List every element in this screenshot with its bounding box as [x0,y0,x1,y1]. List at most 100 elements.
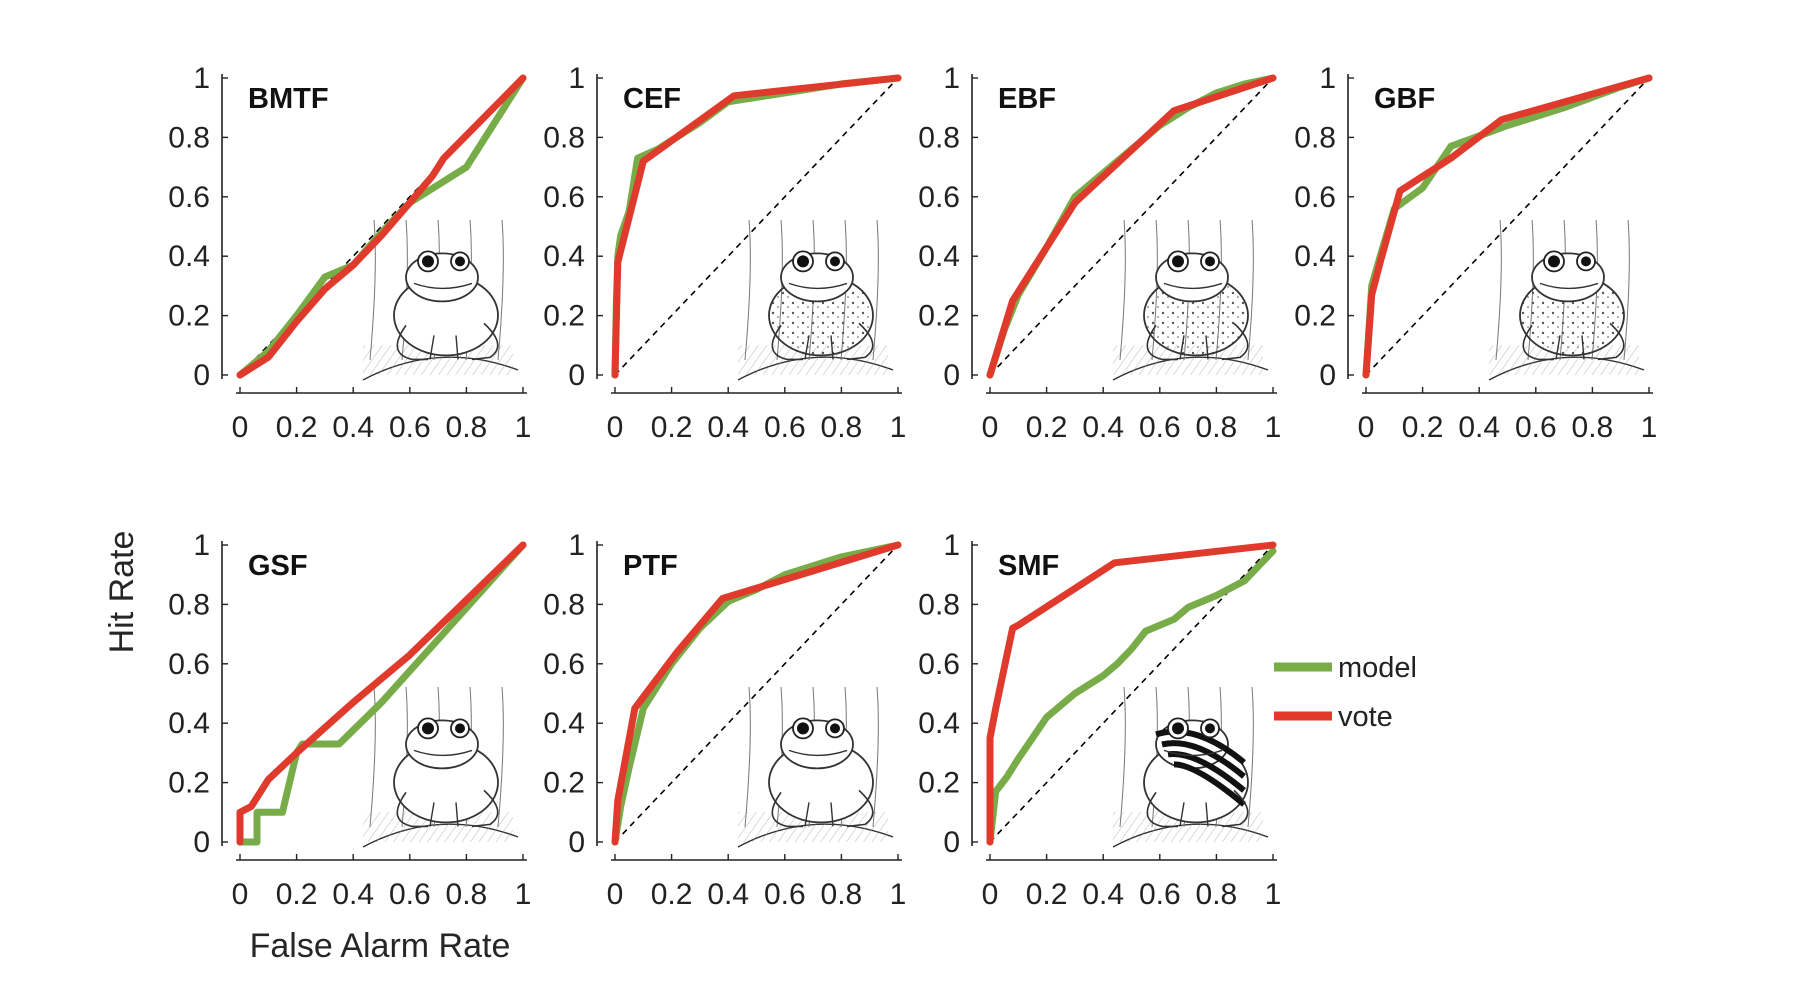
legend: model vote [1274,652,1417,733]
x-tick-label: 0.8 [821,411,863,444]
frog-illustration [1112,219,1269,381]
panel-title: SMF [998,550,1059,582]
panel-title: GSF [248,550,308,582]
chance-diagonal [989,544,1274,843]
chance-diagonal [1365,77,1650,376]
x-tick-label: 0.2 [276,411,318,444]
y-tick-label: 0.8 [918,588,960,621]
y-tick-label: 0.4 [168,240,210,273]
y-tick-label: 1 [193,529,210,562]
x-tick-label: 0.8 [821,878,863,911]
panel-title: EBF [998,83,1056,115]
x-tick-label: 0.2 [1026,878,1068,911]
y-tick-label: 0.4 [543,240,585,273]
series-line-vote [236,74,527,379]
x-tick-label: 0.2 [276,878,318,911]
roc-panel-gbf: 0 0.2 0.4 0.6 0.8 1 0 0.2 0.4 0.6 0.8 1 GBF [1294,62,1657,444]
y-tick-label: 0.6 [543,181,585,214]
y-tick-label: 1 [1319,62,1336,95]
series-line-vote [1362,74,1653,379]
y-tick-label: 0.4 [543,707,585,740]
y-tick-label: 0.4 [1294,240,1336,273]
x-tick-label: 0 [1358,411,1375,444]
x-tick-label: 0.8 [446,411,488,444]
series-line-model [986,547,1277,846]
y-tick-label: 0.8 [543,588,585,621]
frog-illustration [737,219,894,381]
y-tick-label: 0 [1319,359,1336,392]
y-tick-label: 1 [568,529,585,562]
x-tick-label: 0.4 [1082,878,1124,911]
roc-panel-ptf: 0 0.2 0.4 0.6 0.8 1 0 0.2 0.4 0.6 0.8 1 PTF [543,529,906,911]
x-tick-label: 0.2 [651,878,693,911]
y-tick-label: 1 [943,62,960,95]
y-tick-label: 0.2 [168,300,210,333]
x-tick-label: 1 [1641,411,1658,444]
y-tick-label: 0.2 [543,767,585,800]
x-tick-label: 0.4 [1458,411,1500,444]
y-tick-label: 0.8 [168,588,210,621]
roc-panel-gsf: 0 0.2 0.4 0.6 0.8 1 0 0.2 0.4 0.6 0.8 1 GSF [168,529,531,911]
y-tick-label: 0.4 [918,707,960,740]
roc-panel-smf: 0 0.2 0.4 0.6 0.8 1 0 0.2 0.4 0.6 0.8 1 SMF [918,529,1281,911]
frog-illustration [1112,686,1269,848]
x-tick-label: 0 [982,411,999,444]
x-tick-label: 0.2 [1026,411,1068,444]
y-tick-label: 0.2 [918,767,960,800]
legend-label-vote: vote [1338,701,1393,733]
y-tick-label: 0 [943,359,960,392]
frog-illustration [362,686,519,848]
y-tick-label: 0.8 [168,121,210,154]
y-tick-label: 0.6 [918,648,960,681]
legend-label-model: model [1338,652,1417,684]
roc-panel-cef: 0 0.2 0.4 0.6 0.8 1 0 0.2 0.4 0.6 0.8 1 CEF [543,62,906,444]
x-tick-label: 0.4 [707,411,749,444]
x-tick-label: 1 [515,411,532,444]
x-tick-label: 0 [232,411,249,444]
y-tick-label: 0.2 [543,300,585,333]
y-tick-label: 0.6 [1294,181,1336,214]
x-tick-label: 0 [607,878,624,911]
x-axis-label: False Alarm Rate [250,927,511,965]
x-tick-label: 1 [515,878,532,911]
x-tick-label: 1 [1265,411,1282,444]
x-tick-label: 0.8 [446,878,488,911]
y-tick-label: 0.2 [918,300,960,333]
x-tick-label: 0.6 [1139,411,1181,444]
y-tick-label: 0.4 [168,707,210,740]
x-tick-label: 0.6 [389,411,431,444]
x-tick-label: 0.4 [332,411,374,444]
x-tick-label: 0.6 [764,878,806,911]
x-tick-label: 0.8 [1196,411,1238,444]
series-line-vote [611,541,902,846]
x-tick-label: 0.4 [707,878,749,911]
x-tick-label: 0 [607,411,624,444]
y-tick-label: 0.6 [543,648,585,681]
x-tick-label: 1 [890,411,907,444]
roc-panel-ebf: 0 0.2 0.4 0.6 0.8 1 0 0.2 0.4 0.6 0.8 1 EBF [918,62,1281,444]
y-tick-label: 0.6 [918,181,960,214]
y-tick-label: 0.2 [168,767,210,800]
x-tick-label: 0.8 [1572,411,1614,444]
y-tick-label: 1 [568,62,585,95]
frog-illustration [362,219,519,381]
y-tick-label: 0.8 [918,121,960,154]
roc-panel-bmtf: 0 0.2 0.4 0.6 0.8 1 0 0.2 0.4 0.6 0.8 1 BMTF [168,62,531,444]
x-tick-label: 0.4 [332,878,374,911]
y-tick-label: 0.2 [1294,300,1336,333]
y-tick-label: 0.6 [168,181,210,214]
y-tick-label: 0.6 [168,648,210,681]
y-tick-label: 0 [943,826,960,859]
x-tick-label: 0 [232,878,249,911]
chance-diagonal [614,544,899,843]
y-tick-label: 0.8 [543,121,585,154]
series-line-vote [986,541,1277,846]
y-tick-label: 0 [568,826,585,859]
x-tick-label: 0.2 [1402,411,1444,444]
x-tick-label: 0 [982,878,999,911]
y-axis-label: Hit Rate [103,531,141,654]
y-tick-label: 0.4 [918,240,960,273]
x-tick-label: 0.4 [1082,411,1124,444]
x-tick-label: 0.8 [1196,878,1238,911]
